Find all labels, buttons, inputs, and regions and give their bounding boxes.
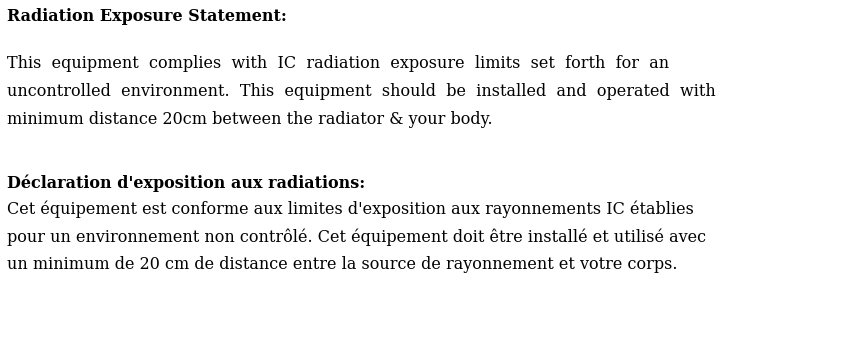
Text: un minimum de 20 cm de distance entre la source de rayonnement et votre corps.: un minimum de 20 cm de distance entre la…: [7, 256, 677, 273]
Text: pour un environnement non contrôlé. Cet équipement doit être installé et utilisé: pour un environnement non contrôlé. Cet …: [7, 228, 706, 245]
Text: Radiation Exposure Statement:: Radiation Exposure Statement:: [7, 8, 287, 25]
Text: This  equipment  complies  with  IC  radiation  exposure  limits  set  forth  fo: This equipment complies with IC radiatio…: [7, 55, 669, 72]
Text: Déclaration d'exposition aux radiations:: Déclaration d'exposition aux radiations:: [7, 175, 365, 193]
Text: Cet équipement est conforme aux limites d'exposition aux rayonnements IC établie: Cet équipement est conforme aux limites …: [7, 200, 694, 218]
Text: minimum distance 20cm between the radiator & your body.: minimum distance 20cm between the radiat…: [7, 111, 492, 128]
Text: uncontrolled  environment.  This  equipment  should  be  installed  and  operate: uncontrolled environment. This equipment…: [7, 83, 715, 100]
